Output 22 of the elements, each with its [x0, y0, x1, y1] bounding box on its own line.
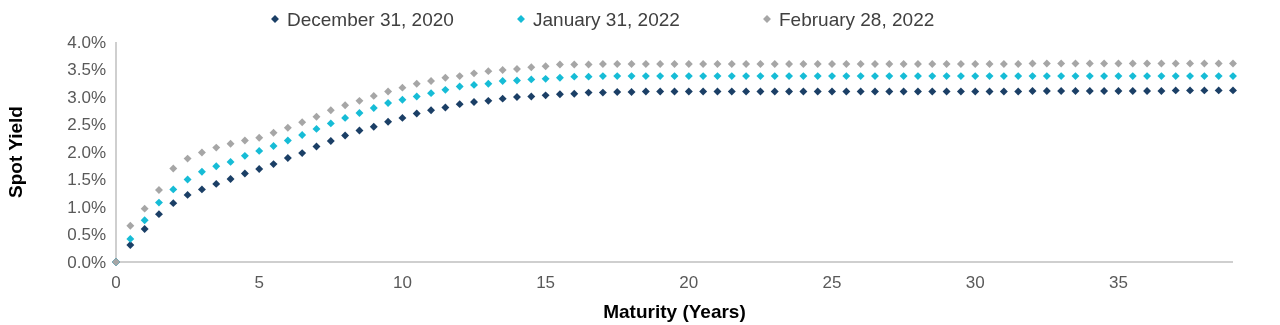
- x-tick-label: 20: [679, 273, 699, 292]
- y-tick-label: 2.0%: [67, 142, 106, 162]
- x-tick-label: 30: [965, 273, 985, 292]
- y-tick-label: 1.5%: [67, 170, 106, 190]
- y-tick-label: 1.0%: [67, 197, 106, 217]
- legend-label: February 28, 2022: [779, 8, 935, 30]
- x-tick-label: 25: [822, 273, 842, 292]
- legend-label: January 31, 2022: [533, 8, 680, 30]
- y-tick-label: 2.5%: [67, 115, 106, 135]
- x-tick-label: 35: [1108, 273, 1128, 292]
- x-tick-label: 15: [536, 273, 556, 292]
- y-axis-title: Spot Yield: [5, 106, 26, 198]
- x-tick-label: 10: [392, 273, 412, 292]
- x-tick-label: 5: [254, 273, 264, 292]
- y-tick-label: 3.0%: [67, 87, 106, 107]
- legend-label: December 31, 2020: [287, 8, 454, 30]
- y-tick-label: 4.0%: [67, 32, 106, 52]
- x-tick-label: 0: [111, 273, 121, 292]
- y-tick-label: 0.5%: [67, 225, 106, 245]
- y-tick-label: 3.5%: [67, 60, 106, 80]
- x-axis-title: Maturity (Years): [603, 301, 746, 322]
- y-tick-label: 0.0%: [67, 252, 106, 272]
